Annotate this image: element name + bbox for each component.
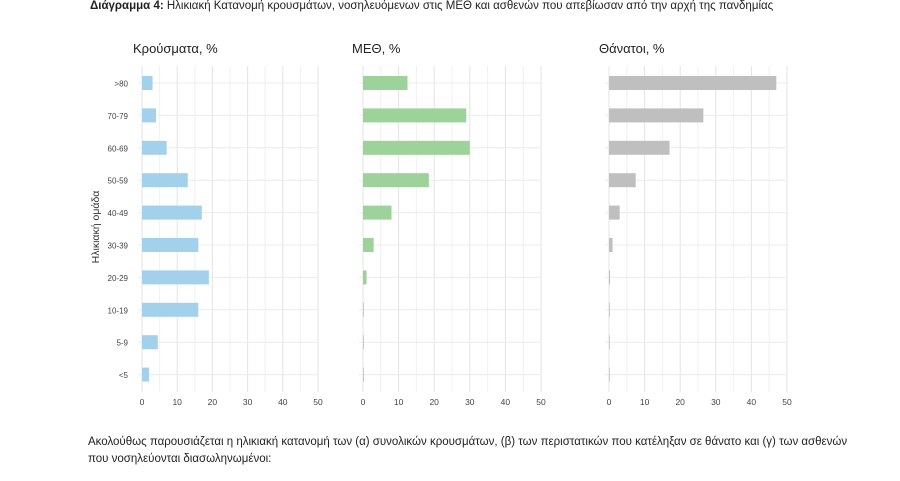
category-label-9: <5 <box>119 371 129 380</box>
category-label-5: 30-39 <box>108 242 129 251</box>
panel-title-0: Κρούσματα, % <box>133 41 218 56</box>
figure-caption-text: Ηλικιακή Κατανομή κρουσμάτων, νοσηλευόμε… <box>166 0 774 12</box>
bar-1-3 <box>363 173 429 188</box>
bar-2-8 <box>609 335 610 350</box>
age-distribution-chart: Ηλικιακή ομάδα >80 70-79 60-69 50-59 40-49 30-… <box>90 41 792 407</box>
bar-1-0 <box>363 76 408 90</box>
x-tick-label-2-5: 50 <box>782 397 792 407</box>
bar-0-4 <box>142 205 202 220</box>
bar-2-4 <box>609 205 620 220</box>
bar-0-6 <box>142 270 209 285</box>
x-tick-label-2-2: 20 <box>675 397 685 407</box>
bar-1-4 <box>363 205 392 220</box>
x-tick-label-1-4: 40 <box>501 397 511 407</box>
bar-2-9 <box>609 367 610 382</box>
category-label-4: 40-49 <box>108 209 129 218</box>
category-label-0: >80 <box>114 80 128 89</box>
bar-1-6 <box>363 270 367 285</box>
x-tick-label-2-4: 40 <box>747 397 757 407</box>
x-tick-label-2-3: 30 <box>711 397 721 407</box>
bar-2-3 <box>609 173 636 188</box>
x-tick-label-1-5: 50 <box>536 397 546 407</box>
bar-1-5 <box>363 238 374 252</box>
bar-2-1 <box>609 108 704 123</box>
x-tick-label-0-3: 30 <box>243 397 253 407</box>
x-tick-label-0-2: 20 <box>208 397 218 407</box>
bar-1-2 <box>363 140 470 155</box>
bar-0-0 <box>142 76 153 90</box>
bar-2-0 <box>609 76 777 90</box>
bar-1-1 <box>363 108 467 123</box>
category-label-6: 20-29 <box>108 274 129 283</box>
figure-caption-label: Διάγραμμα 4: <box>90 0 164 12</box>
figure-caption: Διάγραμμα 4: Ηλικιακή Κατανομή κρουσμάτω… <box>90 0 773 12</box>
category-label-7: 10-19 <box>108 306 129 315</box>
bar-0-7 <box>142 302 199 317</box>
x-tick-label-0-5: 50 <box>313 397 323 407</box>
body-paragraph: Ακολούθως παρουσιάζεται η ηλικιακή καταν… <box>88 436 848 465</box>
bar-0-3 <box>142 173 188 188</box>
y-axis-label: Ηλικιακή ομάδα <box>90 191 102 264</box>
x-tick-label-1-0: 0 <box>361 397 366 407</box>
bar-1-7 <box>363 302 364 317</box>
bar-1-9 <box>363 367 364 382</box>
x-tick-label-1-3: 30 <box>465 397 475 407</box>
panel-title-2: Θάνατοι, % <box>599 41 665 56</box>
x-tick-label-2-1: 10 <box>640 397 650 407</box>
x-tick-label-2-0: 0 <box>607 397 612 407</box>
bar-2-6 <box>609 270 611 285</box>
category-label-3: 50-59 <box>108 177 129 186</box>
category-label-2: 60-69 <box>108 144 129 153</box>
bar-0-2 <box>142 140 167 155</box>
bar-0-9 <box>142 367 150 382</box>
bar-2-7 <box>609 302 610 317</box>
x-tick-label-1-2: 20 <box>429 397 439 407</box>
panel-title-1: ΜΕΘ, % <box>352 41 401 56</box>
x-tick-label-0-1: 10 <box>172 397 182 407</box>
x-tick-label-1-1: 10 <box>394 397 404 407</box>
x-tick-label-0-0: 0 <box>140 397 145 407</box>
x-tick-label-0-4: 40 <box>278 397 288 407</box>
bar-2-2 <box>609 140 670 155</box>
category-label-1: 70-79 <box>108 112 129 121</box>
bar-1-8 <box>363 335 364 350</box>
bar-0-5 <box>142 238 199 252</box>
bar-0-8 <box>142 335 158 350</box>
bar-0-1 <box>142 108 157 123</box>
category-label-8: 5-9 <box>116 339 128 348</box>
bar-2-5 <box>609 238 613 252</box>
